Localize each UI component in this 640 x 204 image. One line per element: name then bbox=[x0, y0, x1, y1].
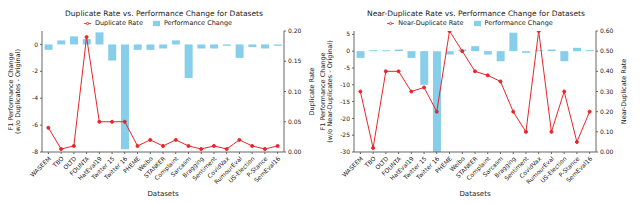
svg-text:0.00: 0.00 bbox=[600, 148, 614, 155]
svg-text:TBO: TBO bbox=[363, 154, 377, 169]
svg-text:0.30: 0.30 bbox=[600, 88, 614, 95]
svg-text:HatEval19: HatEval19 bbox=[76, 154, 103, 182]
svg-text:US-Election: US-Election bbox=[538, 154, 568, 184]
svg-text:CovidVax: CovidVax bbox=[517, 154, 543, 180]
svg-text:Datasets: Datasets bbox=[459, 190, 490, 196]
svg-text:FOUNTA: FOUNTA bbox=[380, 154, 403, 177]
svg-text:Twitter 15: Twitter 15 bbox=[89, 154, 116, 181]
svg-text:Complaint: Complaint bbox=[152, 154, 180, 182]
svg-text:PHEME: PHEME bbox=[433, 154, 454, 175]
svg-text:0.15: 0.15 bbox=[288, 57, 302, 64]
html-text:Duplicate Rate vs. Performance: Duplicate Rate vs. Performance Change fo… bbox=[65, 9, 263, 18]
svg-text:Bragging: Bragging bbox=[492, 154, 517, 179]
svg-text:P-Stance: P-Stance bbox=[245, 154, 269, 179]
svg-text:SemEval16: SemEval16 bbox=[253, 155, 282, 184]
html-text:Duplicate Rate: Duplicate Rate bbox=[95, 19, 143, 27]
svg-text:PHEME: PHEME bbox=[121, 154, 142, 175]
svg-text:0.60: 0.60 bbox=[600, 27, 614, 34]
svg-text:WASEEM: WASEEM bbox=[341, 155, 365, 179]
svg-text:HatEval19: HatEval19 bbox=[388, 154, 415, 182]
svg-text:0.20: 0.20 bbox=[600, 108, 614, 115]
svg-text:RumourEval: RumourEval bbox=[524, 154, 556, 186]
svg-text:WASEEM: WASEEM bbox=[29, 155, 53, 179]
svg-text:Sentiment: Sentiment bbox=[502, 154, 530, 182]
html-text:Performance Change: Performance Change bbox=[163, 19, 232, 27]
svg-text:CovidVax: CovidVax bbox=[205, 154, 231, 180]
svg-text:-20: -20 bbox=[340, 115, 350, 122]
svg-text:-8: -8 bbox=[32, 148, 38, 155]
svg-text:SemEval16: SemEval16 bbox=[565, 155, 594, 184]
svg-text:Sentiment: Sentiment bbox=[190, 154, 218, 182]
svg-text:Twitter 16: Twitter 16 bbox=[102, 154, 129, 181]
svg-text:0.10: 0.10 bbox=[600, 128, 614, 135]
svg-text:-30: -30 bbox=[340, 148, 350, 155]
svg-text:RumourEval: RumourEval bbox=[212, 154, 244, 186]
svg-text:-2: -2 bbox=[32, 67, 38, 74]
svg-text:Twitter 16: Twitter 16 bbox=[414, 154, 441, 181]
svg-text:OLTD: OLTD bbox=[61, 154, 78, 171]
svg-text:0.10: 0.10 bbox=[288, 88, 302, 95]
svg-text:P-Stance: P-Stance bbox=[557, 154, 581, 179]
svg-text:0: 0 bbox=[346, 47, 350, 54]
svg-text:Bragging: Bragging bbox=[180, 154, 205, 179]
svg-text:US-Election: US-Election bbox=[226, 154, 256, 184]
svg-text:0.20: 0.20 bbox=[288, 27, 302, 34]
svg-text:TBO: TBO bbox=[51, 154, 65, 169]
svg-text:Datasets: Datasets bbox=[147, 190, 178, 196]
svg-text:Sarcasm: Sarcasm bbox=[169, 154, 193, 178]
svg-text:STANKER: STANKER bbox=[142, 154, 167, 180]
svg-text:0.00: 0.00 bbox=[288, 148, 302, 155]
svg-text:Weibo: Weibo bbox=[136, 154, 154, 173]
svg-text:Near-Duplicate Rate: Near-Duplicate Rate bbox=[620, 59, 628, 124]
svg-text:Weibo: Weibo bbox=[448, 154, 466, 173]
svg-text:-15: -15 bbox=[340, 98, 350, 105]
svg-text:F1 Performance Change(w/o Near: F1 Performance Change(w/o Near-Duplicate… bbox=[320, 40, 334, 142]
svg-text:0.05: 0.05 bbox=[288, 118, 302, 125]
svg-text:FOUNTA: FOUNTA bbox=[68, 154, 91, 177]
svg-text:STANKER: STANKER bbox=[454, 154, 479, 180]
svg-text:-10: -10 bbox=[340, 81, 350, 88]
svg-text:Duplicate Rate: Duplicate Rate bbox=[308, 68, 316, 116]
html-text:Near-Duplicate Rate vs. Perfor: Near-Duplicate Rate vs. Performance Chan… bbox=[367, 9, 585, 18]
svg-text:0: 0 bbox=[34, 41, 38, 48]
html-text:Near-Duplicate Rate: Near-Duplicate Rate bbox=[398, 19, 464, 27]
html-text:Performance Change: Performance Change bbox=[484, 19, 553, 27]
svg-text:-25: -25 bbox=[340, 131, 350, 138]
svg-text:0.40: 0.40 bbox=[600, 67, 614, 74]
svg-text:Sarcasm: Sarcasm bbox=[481, 154, 505, 178]
svg-text:-6: -6 bbox=[32, 121, 38, 128]
svg-text:5: 5 bbox=[346, 30, 350, 37]
svg-text:0.50: 0.50 bbox=[600, 47, 614, 54]
svg-text:-4: -4 bbox=[32, 94, 38, 101]
svg-text:Complaint: Complaint bbox=[464, 154, 492, 182]
svg-text:-5: -5 bbox=[344, 64, 350, 71]
svg-text:Twitter 15: Twitter 15 bbox=[401, 154, 428, 181]
svg-text:F1 Performance Change(w/o Dupl: F1 Performance Change(w/o Duplicates - O… bbox=[8, 49, 22, 134]
svg-text:OLTD: OLTD bbox=[373, 154, 390, 171]
